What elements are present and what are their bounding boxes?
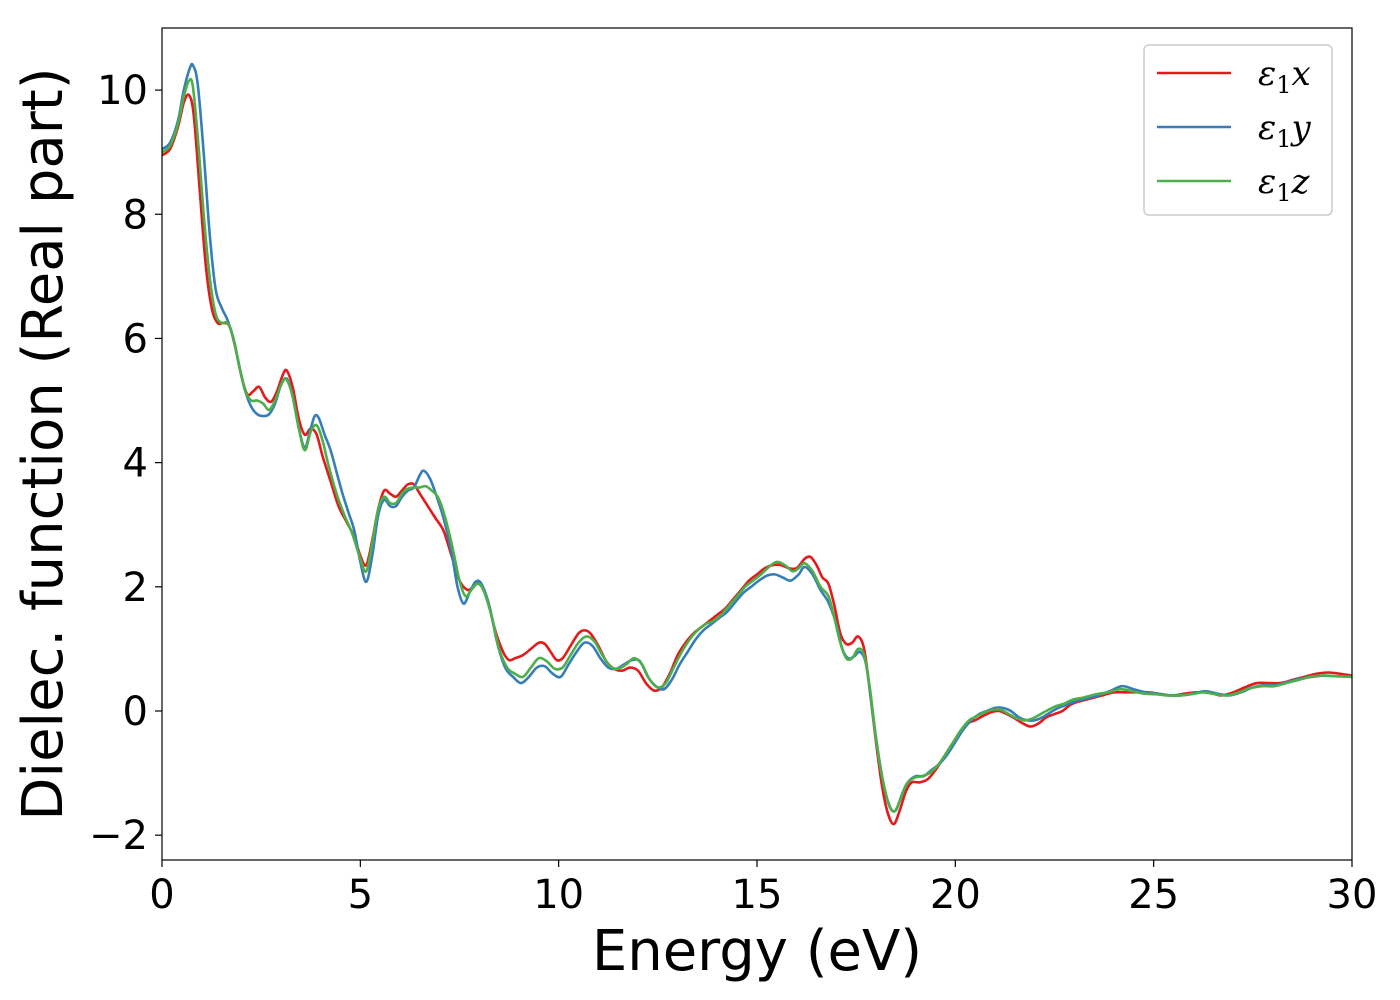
x-tick-label: 30 <box>1327 872 1378 918</box>
y-tick-label: 10 <box>97 68 148 114</box>
series-layer <box>162 62 1352 826</box>
y-tick-label: 8 <box>123 192 148 238</box>
legend-label: ε1x <box>1258 54 1311 99</box>
x-axis-title: Energy (eV) <box>592 919 922 984</box>
x-tick-label: 25 <box>1128 872 1179 918</box>
x-tick-label: 5 <box>348 872 373 918</box>
x-tick-label: 20 <box>930 872 981 918</box>
y-tick-label: 6 <box>123 316 148 362</box>
x-tick-label: 15 <box>732 872 783 918</box>
x-tick-label: 0 <box>149 872 174 918</box>
y-axis-title: Dielec. function (Real part) <box>11 67 76 820</box>
y-axis: −2 0 2 4 6 8 10 <box>89 68 162 859</box>
y-tick-label: 0 <box>123 689 148 735</box>
y-tick-label: −2 <box>89 813 148 859</box>
legend: ε1x ε1y ε1z <box>1143 44 1333 216</box>
y-tick-label: 2 <box>123 565 148 611</box>
series-line-ε1z <box>162 77 1352 813</box>
legend-frame <box>1143 44 1333 216</box>
legend-label: ε1z <box>1258 162 1311 207</box>
x-axis: 0 5 10 15 20 25 30 <box>149 860 1377 918</box>
legend-label: ε1y <box>1258 108 1312 153</box>
series-line-ε1y <box>162 62 1352 813</box>
x-tick-label: 10 <box>533 872 584 918</box>
series-line-ε1x <box>162 93 1352 826</box>
y-tick-label: 4 <box>123 441 148 487</box>
